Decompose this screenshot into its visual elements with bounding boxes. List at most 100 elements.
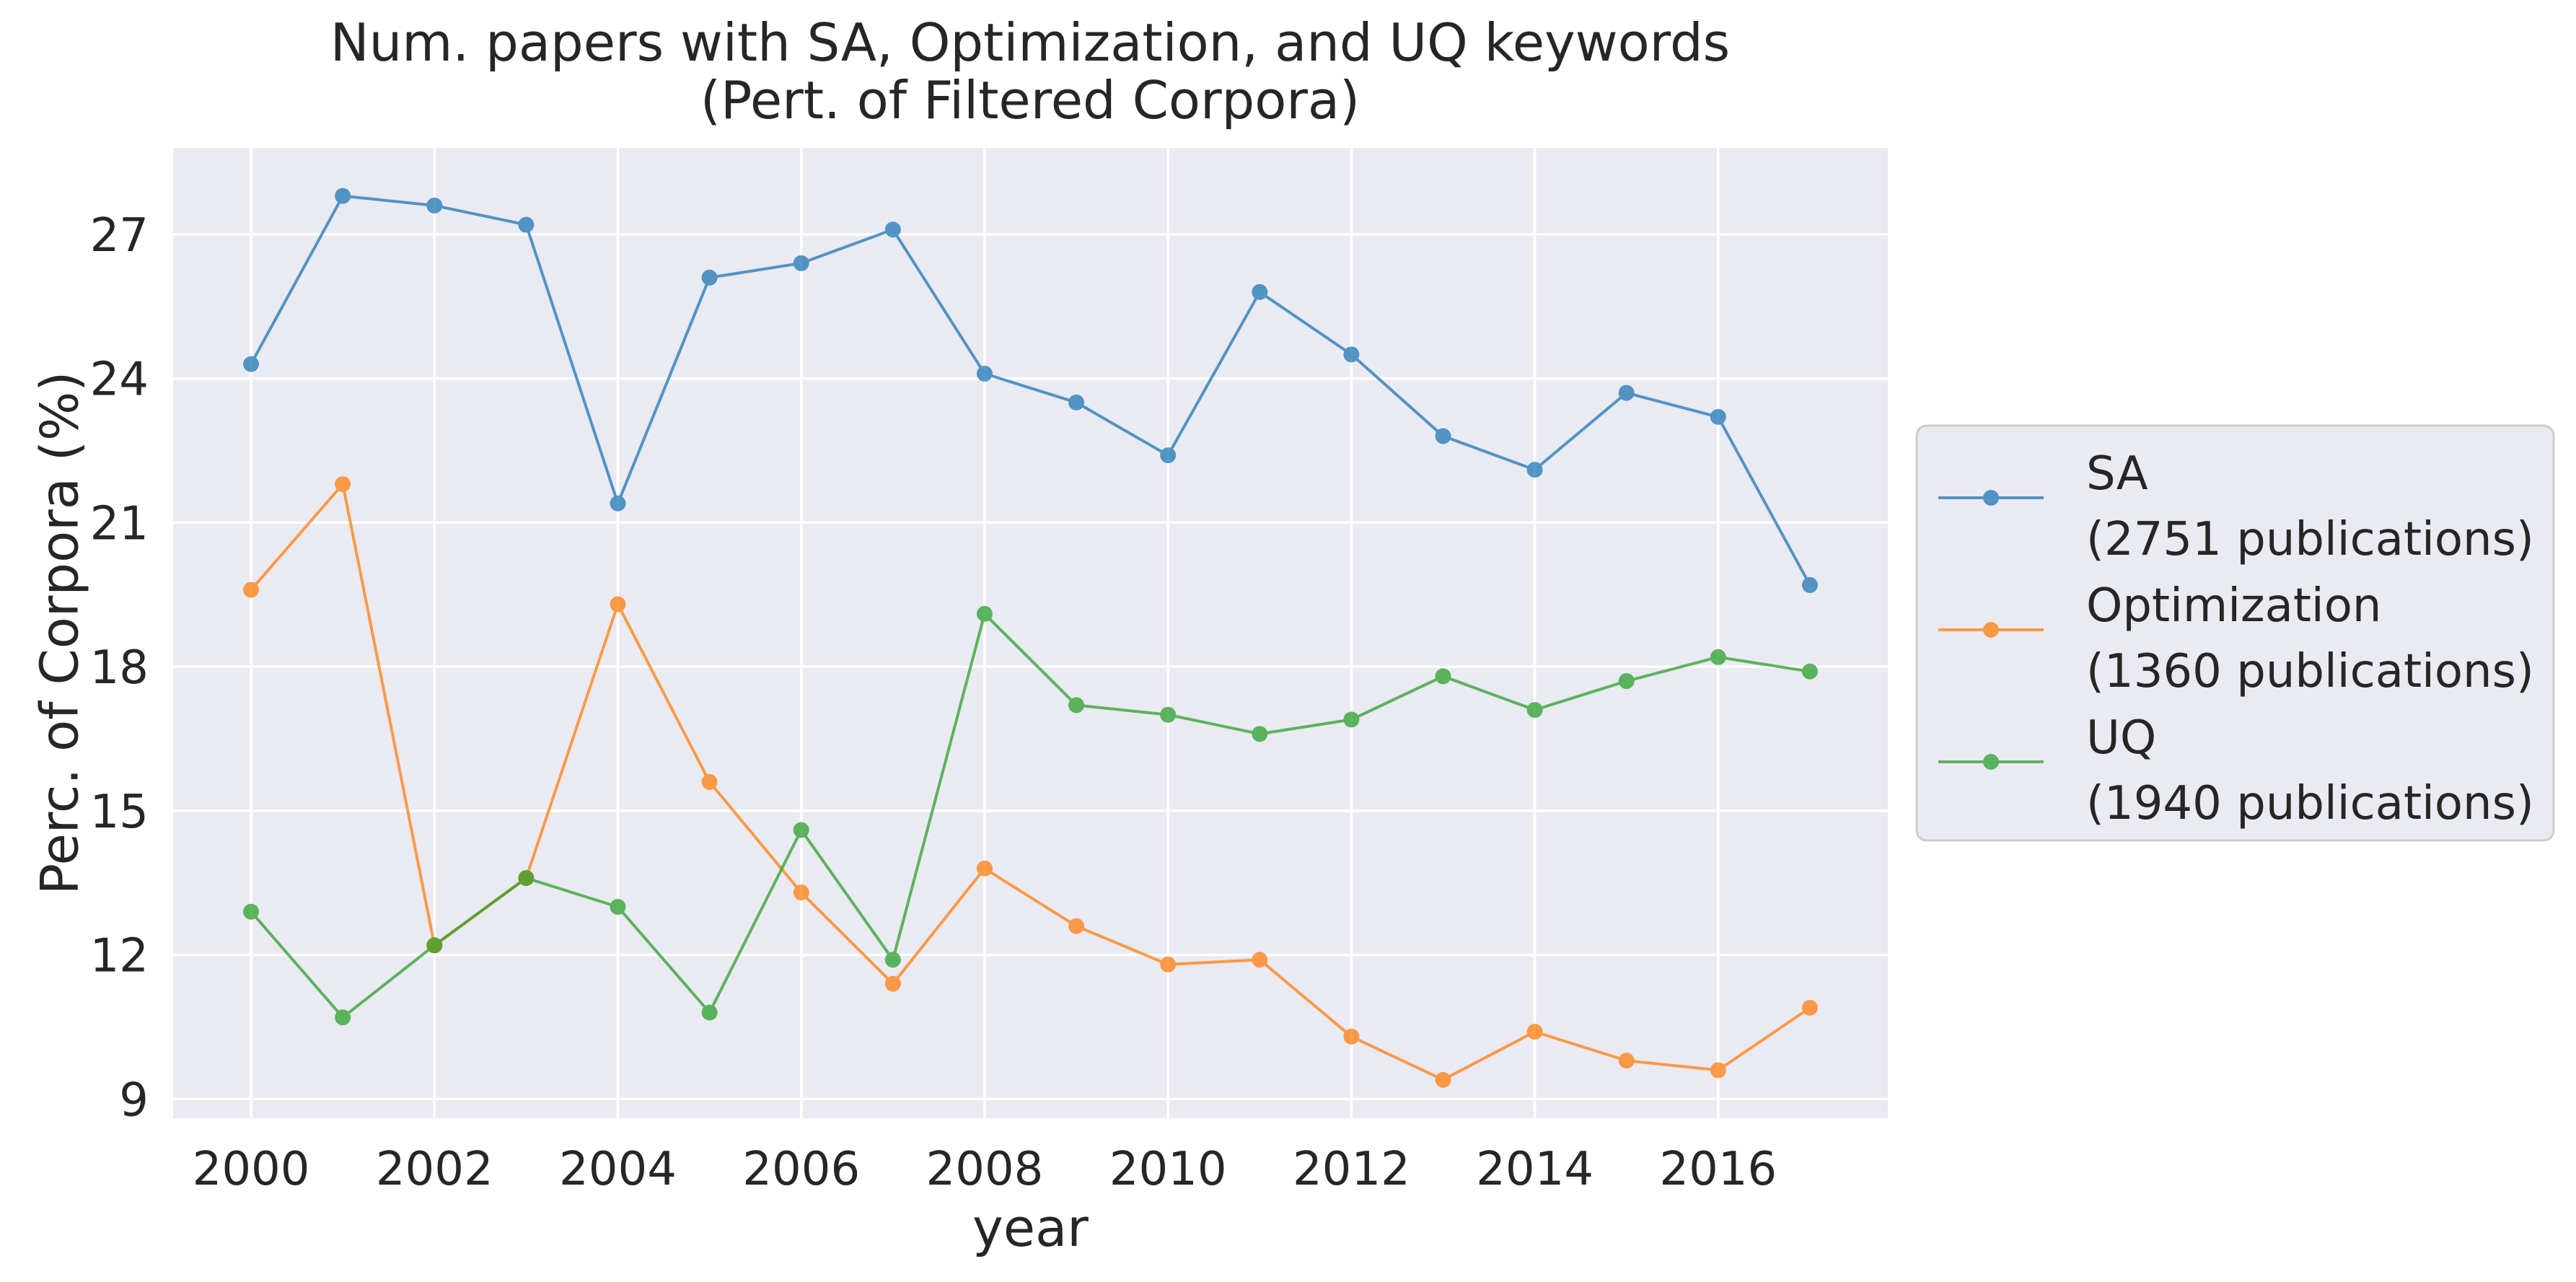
data-point — [335, 476, 351, 493]
grid-lines — [173, 148, 1888, 1118]
y-tick-label: 27 — [90, 209, 149, 263]
series-line — [250, 612, 1811, 1019]
data-point — [243, 356, 260, 372]
x-tick-label: 2014 — [1476, 1143, 1593, 1196]
legend-label-line: (1940 publications) — [2086, 777, 2534, 830]
y-tick-label: 9 — [119, 1074, 149, 1127]
legend-item: SA (2751 publications) — [1938, 447, 2534, 566]
x-tick-label: 2008 — [926, 1143, 1044, 1196]
legend-marker — [1938, 754, 2044, 770]
data-point — [1618, 673, 1635, 690]
x-tick-label: 2000 — [193, 1143, 310, 1196]
data-point — [1343, 346, 1360, 363]
data-point — [335, 1009, 351, 1026]
data-point — [518, 216, 535, 233]
data-point — [1068, 697, 1085, 714]
data-point — [1343, 711, 1360, 728]
chart-title: Num. papers with SA, Optimization, and U… — [330, 12, 1730, 131]
y-tick-label: 15 — [90, 786, 149, 839]
data-point — [793, 884, 809, 901]
data-point — [1252, 952, 1268, 968]
data-point — [1160, 706, 1177, 723]
data-point — [1435, 668, 1451, 685]
data-point — [1801, 663, 1818, 680]
data-point — [1801, 999, 1818, 1016]
data-point — [243, 903, 260, 920]
y-tick-label: 21 — [90, 497, 149, 550]
series-layer — [243, 188, 1818, 1088]
legend-label-line: (1360 publications) — [2086, 645, 2534, 698]
legend-label: SA (2751 publications) — [2086, 447, 2534, 566]
y-tick-label: 12 — [90, 930, 149, 983]
data-point — [1252, 284, 1268, 300]
legend-label: UQ (1940 publications) — [2086, 711, 2534, 830]
data-point — [1801, 576, 1818, 593]
legend-dot — [1983, 490, 1999, 506]
series-line — [250, 194, 1811, 586]
x-tick-label: 2002 — [376, 1143, 493, 1196]
data-point — [884, 975, 901, 992]
data-point — [701, 269, 718, 286]
data-point — [793, 255, 809, 271]
legend-label-line: SA — [2086, 447, 2148, 501]
legend-label-line: Optimization — [2086, 579, 2381, 633]
legend-marker — [1938, 622, 2044, 638]
data-point — [243, 581, 260, 598]
legend-box — [1915, 424, 2555, 842]
legend-dot — [1983, 622, 1999, 638]
data-point — [1710, 408, 1726, 425]
x-tick-label: 2006 — [742, 1143, 860, 1196]
y-axis-ticks: 9 12 15 18 21 24 27 — [90, 209, 149, 1128]
x-tick-label: 2016 — [1659, 1143, 1777, 1196]
data-point — [426, 197, 443, 214]
x-axis-label: year — [972, 1198, 1089, 1258]
data-point — [793, 822, 809, 838]
data-point — [976, 605, 993, 622]
y-axis-label: Perc. of Corpora (%) — [30, 372, 90, 895]
chart-title-line: (Pert. of Filtered Corpora) — [700, 70, 1360, 131]
data-point — [1526, 702, 1543, 719]
data-point — [1252, 726, 1268, 742]
data-point — [884, 952, 901, 968]
data-point — [335, 188, 351, 204]
plot-area — [173, 148, 1888, 1118]
legend-marker — [1938, 490, 2044, 506]
legend-label: Optimization (1360 publications) — [2086, 579, 2534, 698]
legend-item: Optimization (1360 publications) — [1938, 579, 2534, 698]
x-tick-label: 2010 — [1109, 1143, 1227, 1196]
data-point — [976, 365, 993, 382]
data-point — [701, 1004, 718, 1021]
series-0 — [243, 188, 1818, 593]
data-point — [1160, 447, 1177, 464]
data-point — [1068, 394, 1085, 410]
y-tick-label: 18 — [90, 641, 149, 695]
data-point — [1343, 1028, 1360, 1045]
data-point — [518, 870, 535, 887]
data-point — [610, 495, 626, 512]
x-axis-ticks: 2000 2002 2004 2006 2008 2010 2012 2014 2016 — [193, 1143, 1777, 1196]
data-point — [610, 596, 626, 613]
series-2 — [243, 605, 1818, 1026]
data-point — [1710, 649, 1726, 665]
data-point — [701, 773, 718, 790]
legend-label-line: (2751 publications) — [2086, 513, 2534, 566]
legend: SA (2751 publications) Optimization (1360 p… — [1915, 424, 2555, 842]
data-point — [1526, 1024, 1543, 1040]
data-point — [1160, 956, 1177, 973]
legend-label-line: UQ — [2086, 711, 2156, 765]
data-point — [1435, 428, 1451, 444]
chart-title-line: Num. papers with SA, Optimization, and U… — [330, 12, 1730, 73]
x-tick-label: 2012 — [1293, 1143, 1410, 1196]
legend-dot — [1983, 754, 1999, 770]
y-tick-label: 24 — [90, 354, 149, 407]
x-tick-label: 2004 — [559, 1143, 677, 1196]
data-point — [884, 221, 901, 238]
data-point — [1526, 462, 1543, 478]
data-point — [610, 899, 626, 916]
data-point — [1618, 1053, 1635, 1069]
data-point — [976, 860, 993, 877]
data-point — [1618, 385, 1635, 401]
data-point — [1068, 918, 1085, 934]
data-point — [426, 937, 443, 954]
